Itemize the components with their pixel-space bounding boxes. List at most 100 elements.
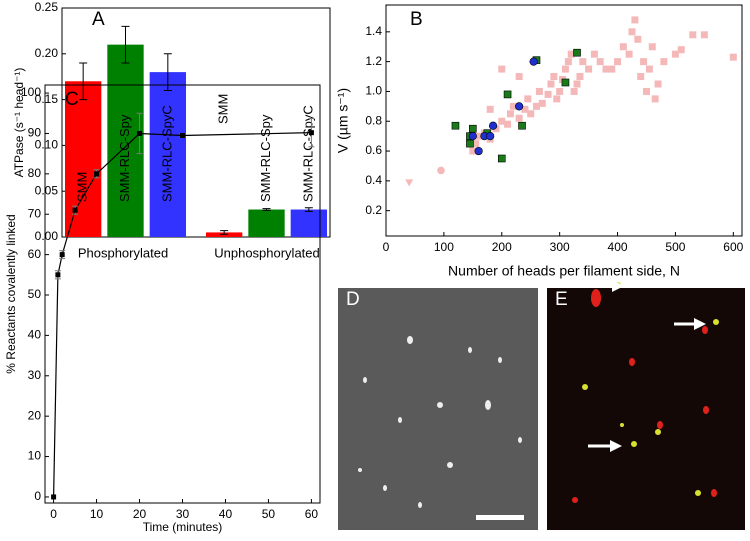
y-axis-label: V (µm s⁻¹) [335,88,351,153]
error-bar [121,25,130,64]
y-tick-label: 1.0 [365,84,382,98]
y-tick-label: 90 [28,126,42,140]
point [94,171,100,177]
point [437,166,445,175]
point [492,125,500,133]
y-tick-label: 50 [28,287,42,301]
bar [149,72,186,238]
group-label: Phosphorylated [78,245,168,260]
error-bar [220,230,229,235]
point [651,95,659,103]
point [608,65,616,73]
point [596,58,604,66]
group-label: Unphosphorylated [214,245,320,260]
point [524,95,532,103]
point [564,58,572,66]
point [585,65,593,73]
x-tick-label: 50 [262,507,276,521]
plot-frame [385,4,743,237]
bar [290,209,327,237]
point [573,48,581,57]
point [509,102,517,110]
y-axis-label: ATPase (s⁻¹ head⁻¹) [12,68,26,178]
point [515,114,523,122]
x-tick-label: 100 [434,240,454,254]
plot-frame [61,7,331,238]
point [590,50,598,58]
bar [107,44,144,237]
point [637,73,645,81]
x-tick-label: 40 [219,507,233,521]
point [648,43,656,51]
point [451,121,460,130]
y-tick-label: 10 [28,449,42,463]
x-tick-label: 0 [50,507,57,521]
bar [65,81,102,237]
point [573,80,581,88]
point [570,87,578,95]
error-bar [304,207,313,212]
point [405,179,414,187]
point [497,154,506,163]
panel-d-image [338,288,538,530]
point [700,31,708,39]
point [689,31,697,39]
y-tick-label: 80 [28,166,42,180]
line [52,132,312,497]
bar-label: SMM-RLC-Spy [117,114,132,202]
bar-label: SMM-RLC-Spy [258,114,273,202]
point [466,139,474,148]
bar [248,209,285,237]
point [547,80,555,88]
point [640,58,648,66]
x-tick-label: 600 [723,240,743,254]
x-tick-label: 400 [608,240,628,254]
point [550,73,558,81]
bar-label: SMM [216,94,231,124]
x-tick-label: 20 [133,507,147,521]
y-tick-label: 0.4 [365,173,382,187]
error-bar [262,208,271,211]
x-tick-label: 0 [383,240,390,254]
x-axis-label: Time (minutes) [143,520,223,534]
point [579,58,587,66]
point [506,110,514,118]
point [503,90,512,99]
point [544,90,552,98]
point [642,87,650,95]
y-tick-label: 0.20 [35,46,59,60]
point [498,117,506,125]
point [55,272,61,278]
y-tick-label: 30 [28,368,42,382]
y-tick-label: 0.25 [35,0,59,14]
y-tick-label: 0.8 [365,113,382,127]
point [567,50,575,58]
point [654,80,662,88]
point [645,65,653,73]
point [518,121,526,130]
point [51,494,57,500]
point [180,132,185,138]
point [475,132,483,140]
point [59,252,65,258]
point [671,50,679,58]
point [515,73,523,81]
panel-label: B [410,9,423,30]
point [529,57,538,66]
point [576,73,584,81]
point [468,132,477,141]
y-tick-label: 60 [28,247,42,261]
point [556,87,564,95]
point [488,121,498,130]
error-bar [79,62,88,101]
point [677,46,685,54]
point [474,146,483,156]
point [614,58,622,66]
panel-label: A [92,9,105,30]
y-axis-label: % Reactants covalently linked [4,214,18,373]
point [533,102,541,110]
point [469,124,477,133]
point [729,53,737,61]
x-tick-label: 60 [305,507,319,521]
